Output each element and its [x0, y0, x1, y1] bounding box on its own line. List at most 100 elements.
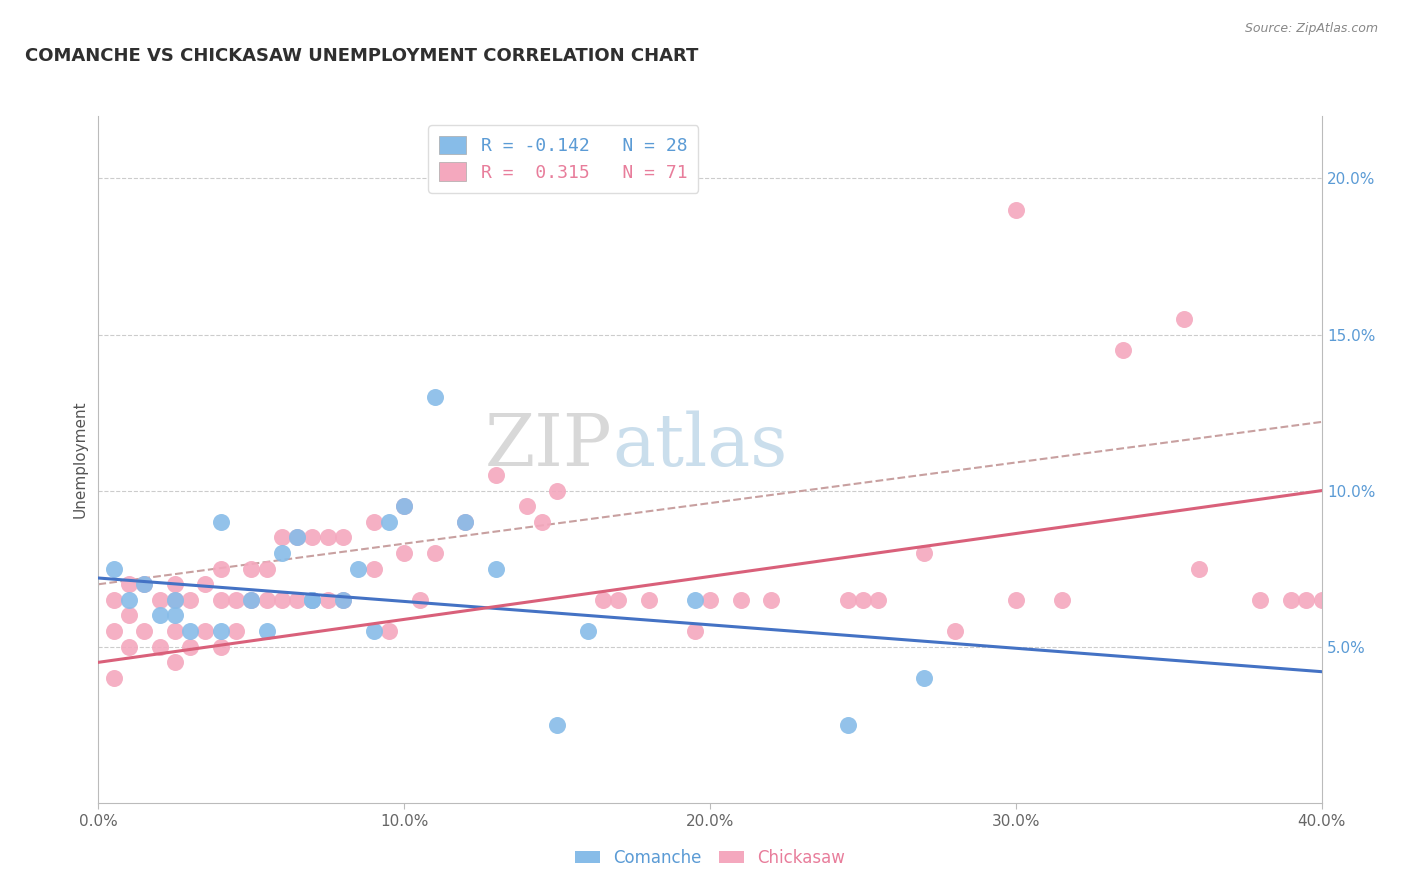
Point	[378, 624, 401, 639]
Point	[163, 655, 186, 669]
Point	[118, 608, 141, 623]
Point	[637, 592, 661, 607]
Point	[179, 624, 201, 639]
Point	[1295, 592, 1317, 607]
Point	[209, 562, 232, 576]
Point	[347, 562, 370, 576]
Point	[301, 592, 323, 607]
Point	[240, 562, 263, 576]
Point	[392, 546, 416, 560]
Point	[485, 562, 508, 576]
Point	[1173, 312, 1195, 326]
Point	[149, 608, 172, 623]
Point	[392, 500, 416, 514]
Point	[270, 592, 292, 607]
Point	[1050, 592, 1073, 607]
Point	[316, 530, 339, 544]
Point	[194, 577, 217, 591]
Point	[256, 562, 278, 576]
Point	[683, 592, 706, 607]
Point	[699, 592, 721, 607]
Point	[1310, 592, 1333, 607]
Point	[179, 640, 201, 654]
Point	[285, 530, 308, 544]
Point	[837, 592, 859, 607]
Point	[134, 577, 156, 591]
Point	[103, 592, 125, 607]
Point	[423, 546, 446, 560]
Point	[103, 624, 125, 639]
Point	[301, 592, 323, 607]
Point	[912, 671, 935, 685]
Point	[149, 640, 172, 654]
Point	[163, 608, 186, 623]
Point	[392, 500, 416, 514]
Point	[118, 577, 141, 591]
Point	[179, 592, 201, 607]
Point	[163, 592, 186, 607]
Point	[683, 624, 706, 639]
Point	[332, 592, 354, 607]
Y-axis label: Unemployment: Unemployment	[72, 401, 87, 518]
Point	[240, 592, 263, 607]
Point	[1112, 343, 1135, 358]
Text: ZIP: ZIP	[485, 410, 612, 481]
Point	[225, 624, 247, 639]
Point	[485, 468, 508, 483]
Point	[209, 640, 232, 654]
Point	[134, 624, 156, 639]
Point	[423, 390, 446, 404]
Point	[225, 592, 247, 607]
Point	[256, 624, 278, 639]
Point	[163, 577, 186, 591]
Point	[1004, 202, 1026, 217]
Text: Source: ZipAtlas.com: Source: ZipAtlas.com	[1244, 22, 1378, 36]
Point	[408, 592, 430, 607]
Point	[1279, 592, 1302, 607]
Point	[530, 515, 553, 529]
Point	[837, 717, 859, 731]
Point	[285, 592, 308, 607]
Point	[546, 717, 568, 731]
Point	[912, 546, 935, 560]
Text: atlas: atlas	[612, 410, 787, 481]
Point	[134, 577, 156, 591]
Point	[363, 562, 385, 576]
Point	[1249, 592, 1271, 607]
Point	[759, 592, 782, 607]
Point	[103, 671, 125, 685]
Point	[730, 592, 752, 607]
Point	[592, 592, 614, 607]
Point	[285, 530, 308, 544]
Point	[332, 592, 354, 607]
Point	[209, 624, 232, 639]
Point	[163, 624, 186, 639]
Point	[256, 592, 278, 607]
Point	[378, 515, 401, 529]
Point	[163, 592, 186, 607]
Point	[118, 592, 141, 607]
Point	[868, 592, 890, 607]
Point	[209, 515, 232, 529]
Text: COMANCHE VS CHICKASAW UNEMPLOYMENT CORRELATION CHART: COMANCHE VS CHICKASAW UNEMPLOYMENT CORRE…	[25, 47, 699, 65]
Point	[516, 500, 538, 514]
Point	[943, 624, 966, 639]
Point	[270, 546, 292, 560]
Point	[316, 592, 339, 607]
Point	[301, 592, 323, 607]
Point	[270, 530, 292, 544]
Point	[363, 624, 385, 639]
Point	[576, 624, 599, 639]
Point	[454, 515, 477, 529]
Point	[852, 592, 875, 607]
Point	[194, 624, 217, 639]
Point	[240, 592, 263, 607]
Point	[1004, 592, 1026, 607]
Point	[332, 530, 354, 544]
Point	[209, 592, 232, 607]
Point	[607, 592, 630, 607]
Point	[149, 592, 172, 607]
Point	[118, 640, 141, 654]
Point	[454, 515, 477, 529]
Point	[103, 562, 125, 576]
